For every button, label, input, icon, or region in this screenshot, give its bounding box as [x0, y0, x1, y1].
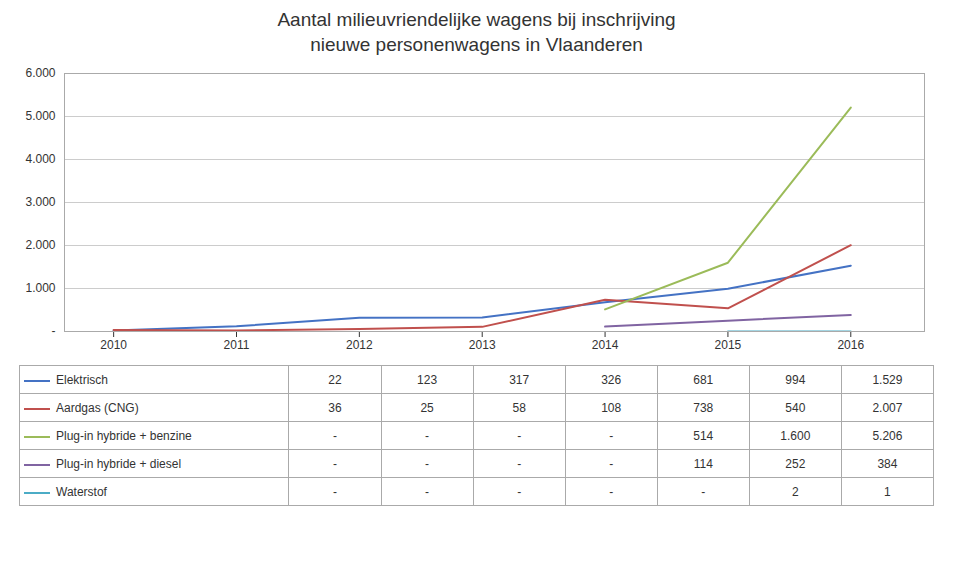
svg-text:2012: 2012: [346, 338, 373, 352]
svg-text:1.000: 1.000: [25, 282, 55, 296]
svg-text:6.000: 6.000: [25, 67, 55, 81]
html-text:Waterstof: Waterstof: [56, 484, 107, 499]
html-text:384: 384: [877, 456, 898, 471]
html-text:1.600: 1.600: [780, 428, 811, 443]
html-text:540: 540: [785, 400, 806, 415]
html-text:25: 25: [420, 400, 434, 415]
html-text:5.206: 5.206: [872, 428, 903, 443]
html-text:681: 681: [693, 372, 714, 387]
html-text:326: 326: [601, 372, 622, 387]
html-text:123: 123: [417, 372, 438, 387]
html-text:738: 738: [693, 400, 714, 415]
html-text:Plug-in hybride + benzine: Plug-in hybride + benzine: [56, 428, 192, 443]
svg-text:3.000: 3.000: [25, 196, 55, 210]
svg-text:5.000: 5.000: [25, 110, 55, 124]
html-text:317: 317: [509, 372, 530, 387]
svg-text:2011: 2011: [224, 338, 250, 352]
html-text:Plug-in hybride + diesel: Plug-in hybride + diesel: [56, 456, 182, 471]
svg-text:4.000: 4.000: [25, 153, 55, 167]
svg-text:2016: 2016: [837, 338, 864, 352]
svg-text:2014: 2014: [592, 338, 619, 352]
html-text:Elektrisch: Elektrisch: [56, 372, 108, 387]
html-text:994: 994: [785, 372, 806, 387]
html-text:1.529: 1.529: [872, 372, 903, 387]
html-text:36: 36: [328, 400, 342, 415]
html-text:22: 22: [328, 372, 342, 387]
html-text:1: 1: [884, 484, 891, 499]
html-text:108: 108: [601, 400, 622, 415]
svg-text:2013: 2013: [469, 338, 496, 352]
html-text:252: 252: [785, 456, 806, 471]
svg-text:2.000: 2.000: [25, 239, 55, 253]
svg-text:2015: 2015: [715, 338, 742, 352]
html-text:114: 114: [693, 456, 713, 471]
svg-text:-: -: [52, 325, 56, 339]
html-text:2.007: 2.007: [872, 400, 903, 415]
svg-text:2010: 2010: [100, 338, 127, 352]
html-text:2: 2: [792, 484, 799, 499]
html-text:Aantal milieuvriendelijke wage: Aantal milieuvriendelijke wagens bij ins…: [277, 9, 676, 55]
html-text:58: 58: [512, 400, 526, 415]
html-text:514: 514: [693, 428, 714, 443]
html-text:Aardgas (CNG): Aardgas (CNG): [56, 400, 139, 415]
